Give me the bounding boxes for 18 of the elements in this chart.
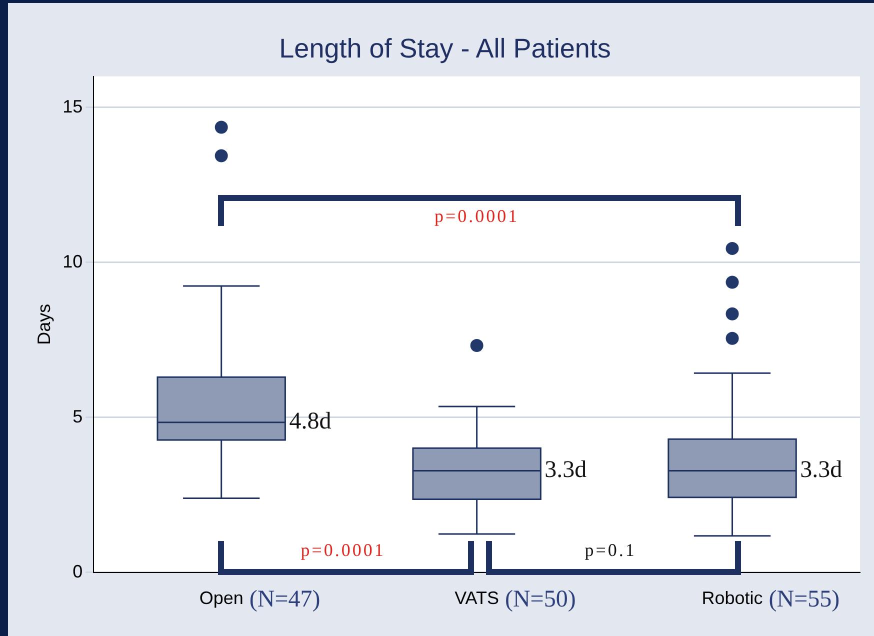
annotation: p=0.0001 — [433, 206, 520, 227]
text: (N=55) — [768, 586, 840, 613]
text: (N=50) — [504, 586, 576, 613]
y-tick-label: 0 — [72, 561, 83, 582]
annotation: 4.8d — [289, 408, 332, 435]
chart-title: Length of Stay - All Patients — [279, 34, 611, 64]
annotation: p=0.1 — [584, 540, 638, 562]
x-tick-label: Open — [199, 588, 244, 608]
x-tick-label: VATS — [454, 588, 499, 608]
y-tick-label: 5 — [72, 406, 83, 426]
y-tick-label: 15 — [62, 96, 83, 116]
y-tick-label: 10 — [62, 251, 83, 272]
annotation: 3.3d — [800, 457, 842, 484]
annotation: 3.3d — [544, 457, 587, 484]
y-axis-title: Days — [34, 304, 54, 345]
annotation: p=0.0001 — [300, 540, 386, 562]
text: (N=47) — [249, 586, 320, 613]
x-tick-label: Robotic — [702, 588, 763, 608]
